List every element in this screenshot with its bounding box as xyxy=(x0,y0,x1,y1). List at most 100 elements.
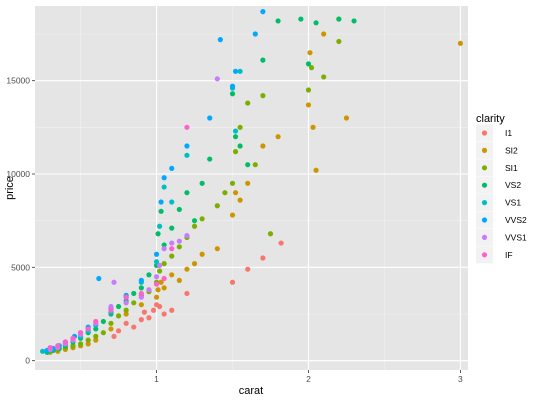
data-point-vs1 xyxy=(237,68,243,74)
data-point-i1 xyxy=(131,324,137,330)
x-tick-label: 3 xyxy=(458,374,463,384)
data-point-si1 xyxy=(199,216,205,222)
data-point-vs2 xyxy=(351,18,357,24)
data-point-si2 xyxy=(313,167,319,173)
data-point-i1 xyxy=(169,307,175,313)
data-point-vs2 xyxy=(155,231,161,237)
legend-label: SI2 xyxy=(505,145,518,155)
data-point-si1 xyxy=(70,343,76,349)
data-point-vs2 xyxy=(169,225,175,231)
data-point-si1 xyxy=(85,337,91,343)
data-point-i1 xyxy=(278,240,284,246)
data-point-vs2 xyxy=(237,143,243,149)
data-point-vvs2 xyxy=(184,143,190,149)
legend-label: SI1 xyxy=(505,163,518,173)
data-point-si2 xyxy=(108,326,114,332)
data-point-if xyxy=(184,124,190,130)
data-point-i1 xyxy=(138,317,144,323)
data-point-vvs2 xyxy=(169,165,175,171)
y-axis-title: price xyxy=(4,176,16,200)
x-tick-label: 2 xyxy=(306,374,311,384)
data-point-vs2 xyxy=(305,61,312,67)
data-point-i1 xyxy=(229,279,236,285)
data-point-i1 xyxy=(245,266,251,272)
legend-key-if xyxy=(481,252,488,258)
data-point-vvs1 xyxy=(176,238,182,244)
data-point-i1 xyxy=(123,320,129,326)
legend-label: I1 xyxy=(505,128,512,138)
data-point-si1 xyxy=(305,87,312,93)
data-point-vvs1 xyxy=(146,287,152,293)
data-point-vvs1 xyxy=(138,294,144,300)
data-point-if xyxy=(77,330,84,336)
data-point-if xyxy=(108,307,114,313)
data-point-si2 xyxy=(457,40,464,46)
data-point-vs2 xyxy=(93,326,99,332)
data-point-si1 xyxy=(229,180,236,186)
data-point-si1 xyxy=(267,231,274,237)
data-point-vvs1 xyxy=(111,279,117,285)
data-point-vvs1 xyxy=(153,274,160,280)
data-point-si2 xyxy=(199,251,205,257)
data-point-si2 xyxy=(191,261,198,267)
data-point-si1 xyxy=(336,38,342,45)
data-point-vvs1 xyxy=(214,76,220,82)
data-point-i1 xyxy=(115,328,122,334)
major-grid xyxy=(35,6,468,370)
legend-key-vs1 xyxy=(481,200,488,206)
data-point-si1 xyxy=(176,244,182,250)
data-point-i1 xyxy=(260,255,266,261)
data-points xyxy=(39,9,464,355)
data-point-vvs2 xyxy=(153,251,160,257)
data-point-si2 xyxy=(245,180,251,186)
data-point-si1 xyxy=(245,100,251,106)
plot-panel xyxy=(35,6,468,370)
data-point-si2 xyxy=(305,102,312,108)
y-tick-label: 0 xyxy=(25,356,30,366)
y-tick-label: 5000 xyxy=(11,262,30,272)
data-point-vs2 xyxy=(207,156,213,162)
data-point-si2 xyxy=(93,337,99,343)
x-axis-ticks: 1 2 3 xyxy=(154,370,463,384)
data-point-si2 xyxy=(161,285,167,291)
legend: clarity I1 SI2 SI1 VS2 VS1 VVS2 VVS1 IF xyxy=(476,113,527,264)
data-point-vvs2 xyxy=(96,275,102,282)
data-point-vvs2 xyxy=(161,175,167,181)
data-point-vs1 xyxy=(39,348,46,354)
legend-key-i1 xyxy=(481,130,488,136)
y-axis-ticks: 0 5000 10000 15000 xyxy=(6,76,35,366)
data-point-if xyxy=(153,281,160,287)
data-point-vvs2 xyxy=(252,31,258,37)
data-point-vs2 xyxy=(131,290,137,297)
data-point-if xyxy=(169,246,175,252)
data-point-vs2 xyxy=(199,180,205,186)
data-point-vs1 xyxy=(161,184,167,190)
data-point-vvs1 xyxy=(169,240,175,246)
legend-key-vvs2 xyxy=(481,217,488,223)
data-point-vs2 xyxy=(298,16,304,22)
legend-label: VVS2 xyxy=(505,215,527,225)
data-point-if xyxy=(138,290,144,297)
data-point-vs2 xyxy=(232,134,239,140)
data-point-vs2 xyxy=(275,18,281,24)
data-point-vs1 xyxy=(156,223,163,229)
y-tick-label: 10000 xyxy=(6,169,30,179)
data-point-si1 xyxy=(260,93,266,99)
data-point-i1 xyxy=(146,315,152,321)
data-point-si1 xyxy=(77,341,84,347)
data-point-si2 xyxy=(237,197,243,203)
data-point-vs1 xyxy=(153,259,160,265)
data-point-vvs2 xyxy=(232,68,239,74)
data-point-si1 xyxy=(222,190,228,196)
data-point-si2 xyxy=(307,50,313,56)
y-tick-label: 15000 xyxy=(6,76,30,86)
data-point-vs2 xyxy=(158,208,164,214)
data-point-si2 xyxy=(123,311,129,317)
data-point-vs2 xyxy=(146,272,152,278)
data-point-si2 xyxy=(214,246,220,252)
data-point-si1 xyxy=(214,203,220,209)
data-point-si2 xyxy=(155,287,161,293)
data-point-vvs2 xyxy=(207,115,213,121)
data-point-if xyxy=(55,343,61,349)
data-point-si2 xyxy=(310,124,316,130)
